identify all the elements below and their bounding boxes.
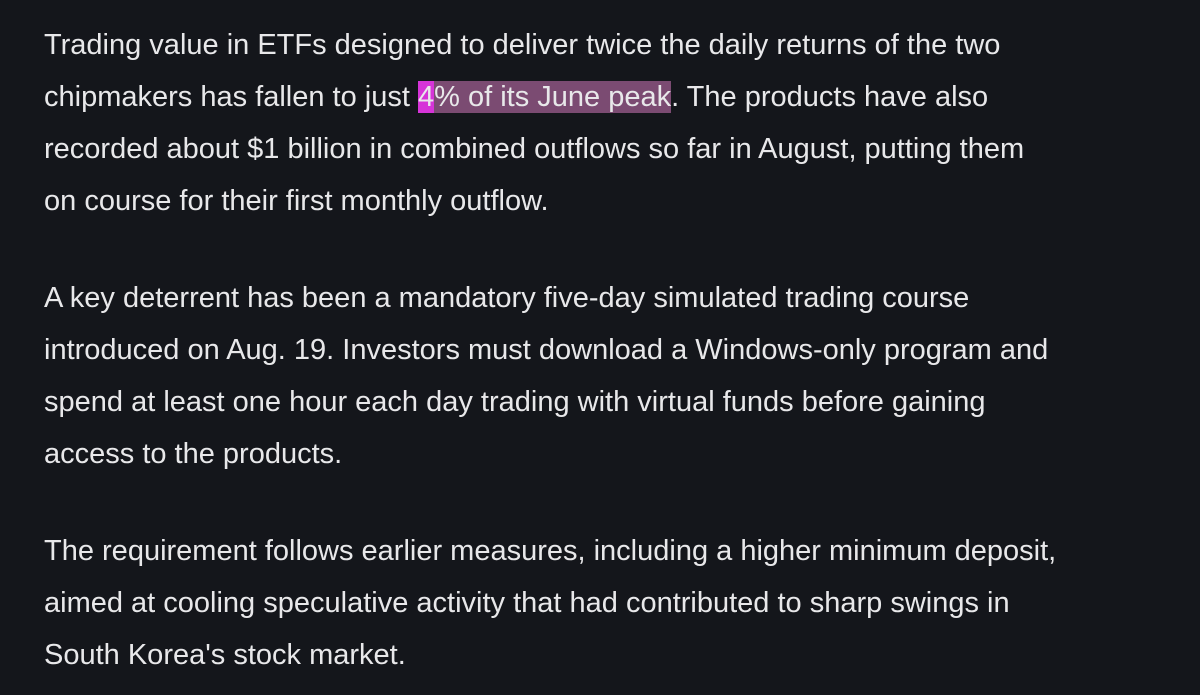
paragraph: The requirement follows earlier measures… <box>44 525 1200 681</box>
text-line: aimed at cooling speculative activity th… <box>44 587 1010 619</box>
highlight: % of its June peak <box>434 81 672 113</box>
text-line: A key deterrent has been a mandatory fiv… <box>44 282 970 314</box>
text-run: . The products have also <box>671 81 989 113</box>
text-line: Trading value in ETFs designed to delive… <box>44 29 1001 61</box>
text-line: access to the products. <box>44 438 343 470</box>
text-run: chipmakers has fallen to just <box>44 81 418 113</box>
text-line: South Korea's stock market. <box>44 639 406 671</box>
text-line: recorded about $1 billion in combined ou… <box>44 133 1025 165</box>
text-line: introduced on Aug. 19. Investors must do… <box>44 334 1049 366</box>
text-line: The requirement follows earlier measures… <box>44 535 1057 567</box>
paragraph: A key deterrent has been a mandatory fiv… <box>44 272 1200 480</box>
highlight-cursor: 4 <box>417 81 435 113</box>
paragraph: Trading value in ETFs designed to delive… <box>44 19 1200 227</box>
text-line: spend at least one hour each day trading… <box>44 386 986 418</box>
text-line: chipmakers has fallen to just 4% of its … <box>44 71 1200 123</box>
text-line: on course for their first monthly outflo… <box>44 185 549 217</box>
